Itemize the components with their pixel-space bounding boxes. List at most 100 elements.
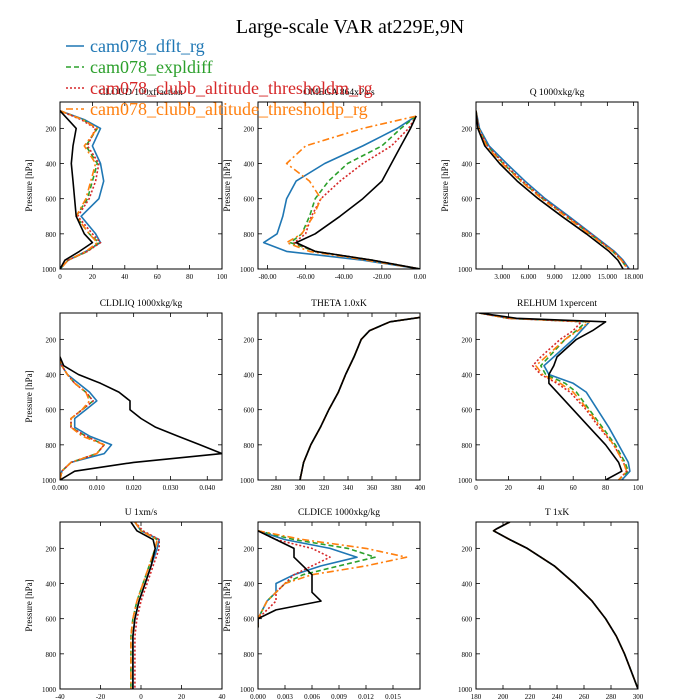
y-tick-label: 400 (46, 581, 57, 589)
series-line-cam078_clubb_altitude_thresholdp_rg (479, 313, 628, 480)
series-line-cam078_clubb_altitude_thresholdp_rg (492, 522, 638, 689)
x-tick-label: -20 (96, 693, 106, 700)
panel-title: CLOUD 100xfraction (99, 87, 183, 98)
x-tick-label: 0.006 (304, 693, 320, 700)
series-line-control (299, 316, 420, 480)
series-group (476, 110, 630, 269)
series-line-control (295, 115, 420, 269)
panel-8: CLDICE 1000xkg/kg 0.000 0.003 0.006 0.009 0.0… (222, 508, 421, 700)
y-tick-label: 400 (46, 372, 57, 380)
plot-frame (59, 521, 223, 690)
panel-9: T 1xK 180 200 220 240 260 280 300 200 400 600 800 10… (458, 508, 644, 700)
y-tick-label: 400 (46, 161, 57, 169)
series-line-cam078_clubb_altitude_thresholdp_rg (60, 110, 99, 269)
panel-6: RELHUM 1xpercent 0 20 40 60 80 100 200 400 600 800… (458, 299, 644, 492)
plot-frame (59, 101, 223, 270)
plot-frame (257, 101, 421, 270)
series-line-cam078_clubb_altitude_thresholdp_rg (130, 522, 158, 689)
x-tick-label: 0.030 (163, 484, 179, 492)
panel-3: Q 1000xkg/kg 3.000 6.000 9.000 12.000 15.000 1… (440, 88, 644, 281)
x-tick-label: 0.000 (250, 693, 266, 700)
panel-title: Q 1000xkg/kg (530, 88, 585, 98)
legend: cam078_dflt_rgcam078_expldiffcam078_club… (66, 36, 373, 119)
x-tick-label: 380 (391, 484, 402, 492)
x-tick-label: 20 (178, 693, 186, 700)
legend-label: cam078_clubb_altitude_thresholdp_rg (90, 99, 368, 119)
y-tick-label: 1000 (42, 477, 57, 485)
figure-title: Large-scale VAR at229E,9N (236, 16, 464, 38)
panel-title: RELHUM 1xpercent (517, 299, 597, 309)
y-tick-label: 600 (244, 196, 255, 204)
y-tick-label: 600 (46, 196, 57, 204)
x-tick-label: -60.00 (297, 273, 316, 281)
series-line-control (492, 522, 638, 689)
x-tick-label: 0.003 (277, 693, 293, 700)
x-tick-label: 0.015 (385, 693, 401, 700)
x-tick-label: -20.00 (373, 273, 392, 281)
x-tick-label: 0.020 (126, 484, 142, 492)
y-tick-label: 600 (46, 616, 57, 624)
y-axis-label: Pressure [hPa] (222, 159, 232, 211)
series-line-cam078_clubb_altitude_thresholdp_rg (60, 356, 105, 480)
y-tick-label: 400 (244, 581, 255, 589)
panel-2: OMEGA 864xPa/s -80.00 -60.00 -40.00 -20.00 0.… (222, 88, 427, 281)
panel-title: OMEGA 864xPa/s (303, 88, 375, 98)
x-tick-label: 60 (154, 273, 162, 281)
y-axis-label: Pressure [hPa] (440, 159, 450, 211)
x-tick-label: -80.00 (258, 273, 277, 281)
x-tick-label: 0 (58, 273, 62, 281)
x-tick-label: 60 (570, 484, 578, 492)
y-tick-label: 200 (462, 125, 473, 133)
series-line-cam078_dflt_rg (476, 110, 630, 269)
x-tick-label: 0.012 (358, 693, 374, 700)
y-tick-label: 1000 (458, 477, 473, 485)
panel-7: U 1xm/s -40 -20 0 20 40 200 400 600 800 1000 Pressu… (24, 508, 226, 700)
x-tick-label: 180 (471, 693, 482, 700)
series-line-cam078_expldiff (289, 115, 420, 269)
x-tick-label: 15.000 (598, 273, 618, 281)
y-tick-label: 200 (462, 336, 473, 344)
x-tick-label: 20 (89, 273, 97, 281)
series-line-cam078_clubb_altitude_thresholdm_rg (258, 530, 331, 628)
panel-title: CLDICE 1000xkg/kg (298, 508, 380, 518)
series-line-cam078_clubb_altitude_thresholdm_rg (60, 110, 102, 269)
y-tick-label: 800 (244, 442, 255, 450)
series-group (60, 110, 105, 269)
y-tick-label: 800 (462, 442, 473, 450)
x-tick-label: 18.000 (624, 273, 644, 281)
y-tick-label: 200 (46, 125, 57, 133)
x-tick-label: -40.00 (335, 273, 354, 281)
y-tick-label: 200 (462, 545, 473, 553)
series-line-cam078_clubb_altitude_thresholdp_rg (258, 530, 408, 628)
series-line-cam078_dflt_rg (492, 522, 638, 689)
series-group (130, 522, 160, 689)
y-tick-label: 600 (46, 407, 57, 415)
y-axis-label: Pressure [hPa] (222, 579, 232, 631)
y-tick-label: 400 (462, 581, 473, 589)
series-line-cam078_dflt_rg (479, 313, 631, 480)
x-tick-label: 360 (367, 484, 378, 492)
x-tick-label: 300 (633, 693, 644, 700)
series-line-cam078_clubb_altitude_thresholdm_rg (476, 110, 630, 269)
x-tick-label: 200 (498, 693, 509, 700)
x-tick-label: 220 (525, 693, 536, 700)
y-tick-label: 600 (462, 616, 473, 624)
series-group (60, 356, 222, 480)
y-tick-label: 400 (462, 372, 473, 380)
series-group (258, 530, 408, 628)
y-tick-label: 200 (46, 336, 57, 344)
series-line-cam078_expldiff (492, 522, 638, 689)
series-line-control (476, 110, 624, 269)
x-tick-label: 0.009 (331, 693, 347, 700)
y-tick-label: 800 (46, 442, 57, 450)
y-tick-label: 1000 (240, 477, 255, 485)
plot-frame (475, 101, 639, 270)
y-tick-label: 1000 (240, 686, 255, 694)
x-tick-label: 300 (295, 484, 306, 492)
y-axis-label: Pressure [hPa] (24, 579, 34, 631)
x-tick-label: 3.000 (494, 273, 510, 281)
y-tick-label: 200 (244, 336, 255, 344)
series-line-control (130, 522, 156, 689)
